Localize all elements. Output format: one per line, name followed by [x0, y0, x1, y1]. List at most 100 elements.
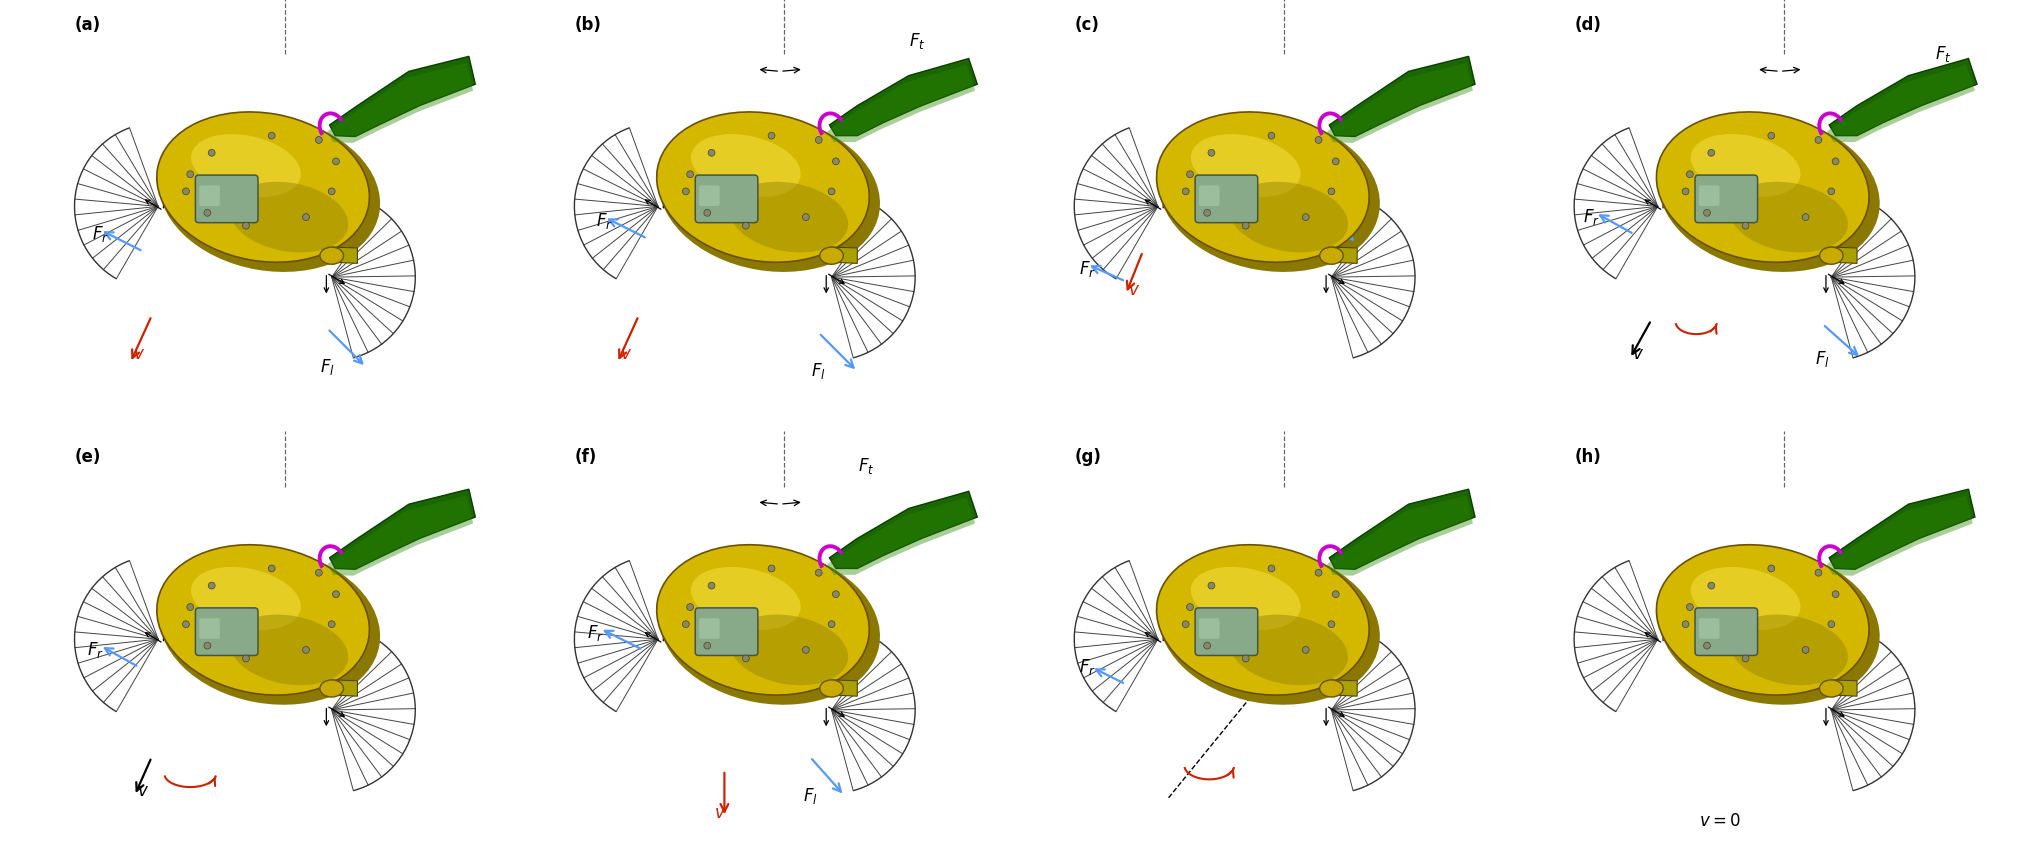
Text: $F_l$: $F_l$ [803, 786, 817, 805]
Circle shape [1767, 133, 1775, 139]
Circle shape [1269, 133, 1275, 139]
Polygon shape [327, 496, 474, 576]
Ellipse shape [1657, 112, 1869, 262]
Polygon shape [1831, 247, 1857, 264]
Circle shape [803, 647, 809, 654]
Polygon shape [832, 680, 858, 696]
Circle shape [243, 222, 249, 229]
Circle shape [803, 213, 809, 220]
FancyBboxPatch shape [1700, 186, 1720, 206]
FancyBboxPatch shape [1195, 608, 1258, 655]
Ellipse shape [159, 115, 380, 272]
Ellipse shape [159, 548, 380, 705]
Text: $F_r$: $F_r$ [586, 623, 605, 642]
Circle shape [302, 647, 308, 654]
Polygon shape [1330, 489, 1475, 570]
Polygon shape [329, 489, 476, 570]
Ellipse shape [1320, 680, 1342, 697]
Ellipse shape [321, 680, 343, 697]
Circle shape [742, 655, 750, 662]
Circle shape [1685, 603, 1694, 610]
Text: $F_l$: $F_l$ [1816, 349, 1831, 368]
FancyBboxPatch shape [1199, 618, 1220, 639]
Circle shape [1814, 570, 1822, 577]
Circle shape [768, 565, 774, 572]
Polygon shape [331, 680, 358, 696]
Circle shape [1708, 582, 1714, 589]
Text: (g): (g) [1075, 448, 1101, 466]
Circle shape [1708, 149, 1714, 156]
Ellipse shape [1191, 567, 1301, 630]
Circle shape [709, 149, 715, 156]
Circle shape [315, 570, 323, 577]
Text: $F_t$: $F_t$ [1935, 44, 1951, 64]
Polygon shape [1330, 56, 1475, 136]
FancyBboxPatch shape [699, 618, 719, 639]
Circle shape [1802, 213, 1808, 220]
Circle shape [302, 213, 308, 220]
Text: (h): (h) [1573, 448, 1602, 466]
Text: $v$: $v$ [619, 345, 631, 363]
Text: $F_r$: $F_r$ [597, 212, 613, 231]
Ellipse shape [192, 567, 300, 630]
FancyBboxPatch shape [1195, 175, 1258, 223]
Circle shape [1203, 210, 1211, 216]
Ellipse shape [729, 182, 848, 252]
Circle shape [827, 621, 836, 628]
Text: $F_t$: $F_t$ [909, 31, 925, 51]
Ellipse shape [1657, 544, 1869, 695]
Circle shape [1183, 621, 1189, 628]
Circle shape [333, 158, 339, 165]
Polygon shape [1831, 680, 1857, 696]
Ellipse shape [1158, 548, 1379, 705]
Text: $F_r$: $F_r$ [1583, 207, 1600, 227]
Circle shape [832, 158, 840, 165]
Ellipse shape [1191, 134, 1301, 197]
Polygon shape [827, 498, 975, 575]
Polygon shape [327, 62, 474, 143]
Text: (c): (c) [1075, 16, 1099, 34]
Polygon shape [329, 56, 476, 136]
Text: $v$: $v$ [1128, 281, 1140, 299]
Polygon shape [1828, 58, 1978, 135]
Circle shape [682, 621, 688, 628]
Circle shape [243, 655, 249, 662]
Circle shape [1183, 188, 1189, 195]
FancyBboxPatch shape [1696, 175, 1757, 223]
Circle shape [204, 642, 210, 649]
Text: $F_l$: $F_l$ [1312, 241, 1326, 261]
Circle shape [1242, 655, 1248, 662]
Ellipse shape [658, 548, 881, 705]
Ellipse shape [1659, 548, 1880, 705]
Text: $v=0$: $v=0$ [1700, 812, 1741, 831]
FancyBboxPatch shape [1700, 618, 1720, 639]
Text: (a): (a) [74, 16, 100, 34]
Ellipse shape [819, 680, 844, 697]
Circle shape [268, 133, 276, 139]
Circle shape [1704, 210, 1710, 216]
Text: $v$: $v$ [1632, 345, 1645, 363]
Circle shape [705, 210, 711, 216]
Ellipse shape [229, 182, 347, 252]
FancyBboxPatch shape [200, 618, 221, 639]
Ellipse shape [1156, 112, 1369, 262]
Ellipse shape [1728, 182, 1847, 252]
Polygon shape [1332, 247, 1357, 264]
FancyBboxPatch shape [699, 186, 719, 206]
Polygon shape [832, 247, 858, 264]
Circle shape [709, 582, 715, 589]
Ellipse shape [1158, 115, 1379, 272]
Text: $v$: $v$ [133, 345, 145, 363]
Circle shape [204, 210, 210, 216]
Ellipse shape [656, 544, 870, 695]
Polygon shape [1828, 489, 1976, 570]
Circle shape [1802, 647, 1808, 654]
Text: $F_r$: $F_r$ [92, 225, 108, 244]
Circle shape [1767, 565, 1775, 572]
Circle shape [333, 590, 339, 597]
Circle shape [815, 570, 821, 577]
Circle shape [686, 603, 693, 610]
Text: $F_r$: $F_r$ [1079, 657, 1095, 677]
FancyBboxPatch shape [695, 175, 758, 223]
FancyBboxPatch shape [200, 186, 221, 206]
